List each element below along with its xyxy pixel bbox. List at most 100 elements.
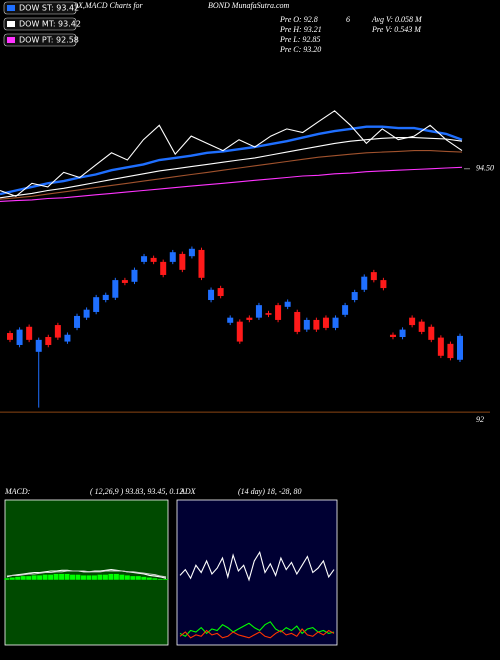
candle-body xyxy=(217,288,224,297)
legend-label: DOW ST: 93.42 xyxy=(19,4,79,13)
histogram-bar xyxy=(102,574,108,580)
candle-body xyxy=(16,329,23,345)
histogram-bar xyxy=(42,574,48,580)
candle-body xyxy=(294,311,301,332)
candle-body xyxy=(428,326,435,340)
candle-body xyxy=(7,333,13,340)
candle-body xyxy=(246,317,253,320)
panel-title: ADX xyxy=(179,487,197,496)
series-line xyxy=(179,628,335,639)
candle-body xyxy=(236,321,243,342)
histogram-bar xyxy=(9,577,15,580)
candle-body xyxy=(150,257,157,262)
series-line xyxy=(179,550,335,582)
candle-body xyxy=(457,335,463,360)
candle-body xyxy=(54,325,61,338)
candle-body xyxy=(389,334,396,338)
candle-body xyxy=(102,294,109,301)
histogram-bar xyxy=(75,574,81,580)
histogram-bar xyxy=(157,579,163,580)
candle-body xyxy=(447,343,454,359)
histogram-bar xyxy=(20,576,26,580)
candle-body xyxy=(64,334,71,342)
candle-body xyxy=(179,253,186,270)
candle-body xyxy=(342,305,349,315)
histogram-bar xyxy=(48,574,54,580)
candle-body xyxy=(361,276,368,290)
histogram-bar xyxy=(113,573,119,580)
histogram-bar xyxy=(59,573,65,580)
candle-body xyxy=(93,297,100,312)
legend-box xyxy=(3,33,77,47)
candle-body xyxy=(112,280,119,298)
legend-label: DOW MT: 93.42 xyxy=(19,20,81,29)
histogram-bar xyxy=(119,574,125,580)
histogram-bar xyxy=(146,577,152,580)
candle-body xyxy=(35,339,42,352)
candle-body xyxy=(322,317,329,328)
candle-body xyxy=(284,301,291,307)
candle-body xyxy=(227,317,234,323)
candle-body xyxy=(141,256,148,262)
candle-body xyxy=(265,313,272,315)
series-line xyxy=(0,137,463,199)
candle-body xyxy=(198,249,205,278)
panel-title: MACD: xyxy=(4,487,31,496)
candle-body xyxy=(437,337,444,356)
series-line xyxy=(0,110,463,197)
series-line xyxy=(0,125,463,196)
candle-body xyxy=(303,319,310,330)
candle-body xyxy=(418,321,425,332)
candle-body xyxy=(74,315,81,328)
histogram-bar xyxy=(70,574,75,580)
candle-body xyxy=(380,280,387,289)
macd-panel xyxy=(4,499,169,646)
header-site: BOND MunafaSutra.com xyxy=(208,1,290,10)
info: 6 xyxy=(346,15,350,24)
histogram-bar xyxy=(135,576,141,580)
candle-body xyxy=(332,317,339,328)
candle-body xyxy=(160,261,167,275)
histogram-bar xyxy=(108,573,114,580)
candle-body xyxy=(26,326,33,340)
histogram-bar xyxy=(64,573,70,580)
histogram-bar xyxy=(91,575,97,580)
histogram-bar xyxy=(130,576,136,580)
legend-box xyxy=(3,17,77,31)
histogram-bar xyxy=(53,573,59,580)
histogram-bar xyxy=(163,579,169,580)
legend-swatch xyxy=(7,5,15,11)
adx-panel xyxy=(176,499,338,646)
candle-body xyxy=(188,248,195,257)
y-tick-label: 94.50 xyxy=(476,164,494,173)
candle-body xyxy=(351,292,358,301)
candle-body xyxy=(255,305,262,318)
histogram-bar xyxy=(31,575,37,580)
y-tick-label: 92 xyxy=(476,415,484,424)
histogram-bar xyxy=(15,576,21,580)
histogram-bar xyxy=(4,578,10,580)
candle-body xyxy=(275,305,282,320)
info: Pre O: 92.8 xyxy=(279,15,318,24)
histogram-bar xyxy=(141,576,147,580)
candle-body xyxy=(121,280,128,283)
candle-body xyxy=(208,289,215,301)
candle-body xyxy=(45,337,52,345)
legend-swatch xyxy=(7,37,15,43)
info: Pre V: 0.543 M xyxy=(371,25,422,34)
candle-body xyxy=(83,309,90,318)
panel-subtitle: (14 day) 18, -28, 80 xyxy=(238,487,302,496)
legend-label: DOW PT: 92.58 xyxy=(19,36,79,45)
series-line xyxy=(6,570,167,578)
histogram-bar xyxy=(37,575,43,580)
legend-box xyxy=(3,1,77,15)
legend-swatch xyxy=(7,21,15,27)
histogram-bar xyxy=(124,575,130,580)
histogram-bar xyxy=(26,576,32,580)
candle-body xyxy=(131,269,138,282)
candle-body xyxy=(409,317,416,326)
histogram-bar xyxy=(97,574,103,580)
info: Pre C: 93.20 xyxy=(279,45,321,54)
series-line xyxy=(179,621,335,637)
